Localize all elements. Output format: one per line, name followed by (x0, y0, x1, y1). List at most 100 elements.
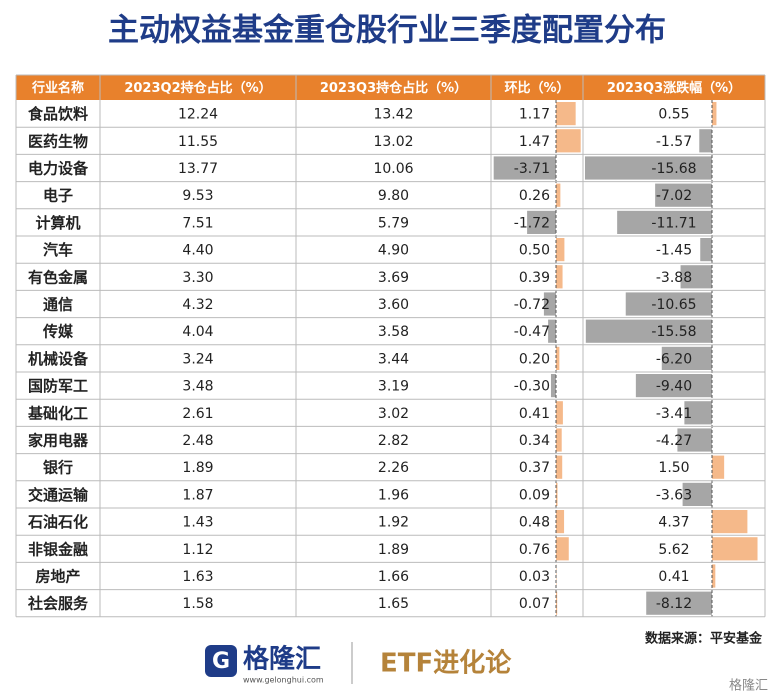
data-bar (556, 537, 569, 561)
row-label: 基础化工 (27, 404, 88, 422)
brand: 格隆汇 (243, 644, 321, 675)
cell: 2.26 (378, 460, 409, 476)
data-bar (556, 238, 565, 262)
cell: 3.60 (378, 297, 409, 313)
cell: -3.63 (656, 487, 692, 503)
cell: -7.02 (656, 188, 692, 204)
row-label: 食品饮料 (28, 105, 88, 123)
data-bar (682, 482, 712, 506)
cell: 1.89 (182, 460, 213, 476)
data-bar (655, 183, 712, 207)
cell: 1.65 (378, 596, 409, 612)
cell: -3.71 (514, 161, 550, 177)
cell: 5.62 (658, 542, 689, 558)
cell: 3.02 (378, 406, 409, 422)
cell: 13.02 (373, 134, 413, 150)
row-label: 国防军工 (28, 377, 88, 395)
cell: 1.92 (378, 515, 409, 531)
row-label: 社会服务 (27, 595, 89, 613)
data-bar (712, 564, 716, 588)
cell: -10.65 (651, 297, 696, 313)
cell: 0.41 (658, 569, 689, 585)
cell: 1.58 (182, 596, 213, 612)
data-bar (617, 210, 712, 234)
row-label: 计算机 (35, 214, 80, 232)
data-bar (556, 591, 558, 615)
cell: 0.20 (519, 351, 550, 367)
data-bar (585, 319, 712, 343)
cell: 0.55 (658, 107, 689, 123)
header-cell: 2023Q2持仓占比（%） (124, 80, 271, 96)
cell: 4.40 (182, 243, 213, 259)
cell: 4.04 (182, 324, 213, 340)
cell: 0.34 (519, 433, 550, 449)
data-bar (556, 482, 558, 506)
data-bar (584, 156, 712, 180)
row-label: 交通运输 (28, 486, 89, 504)
cell: -6.20 (656, 351, 692, 367)
row-label: 电力设备 (28, 160, 89, 178)
header-bg (16, 75, 765, 100)
cell: 0.39 (519, 270, 550, 286)
row-label: 家用电器 (28, 432, 89, 450)
cell: 3.48 (182, 379, 213, 395)
cell: 1.47 (519, 134, 550, 150)
data-bar (635, 374, 712, 398)
cell: 1.66 (378, 569, 409, 585)
cell: 7.51 (182, 215, 213, 231)
cell: -1.72 (514, 215, 550, 231)
row-label: 机械设备 (28, 350, 89, 368)
data-bar (527, 210, 556, 234)
cell: 0.37 (519, 460, 550, 476)
row-label: 医药生物 (28, 132, 88, 150)
data-bar (556, 401, 563, 425)
cell: -3.88 (656, 270, 692, 286)
row-label: 非银金融 (28, 540, 88, 558)
data-bar (625, 292, 712, 316)
cell: 0.41 (519, 406, 550, 422)
data-bar (677, 428, 712, 452)
cell: 0.26 (519, 188, 550, 204)
data-bar (556, 265, 563, 289)
cell: 0.48 (519, 515, 550, 531)
cell: -15.68 (651, 161, 696, 177)
cell: 1.12 (182, 542, 213, 558)
cell: 4.90 (378, 243, 409, 259)
data-bar (684, 401, 712, 425)
cell: -0.72 (514, 297, 550, 313)
data-bar (712, 455, 725, 479)
cell: 3.69 (378, 270, 409, 286)
cell: 4.32 (182, 297, 213, 313)
cell: 1.43 (182, 515, 213, 531)
data-bar (556, 455, 563, 479)
cell: 1.63 (182, 569, 213, 585)
cell: -1.45 (656, 243, 692, 259)
cell: -11.71 (651, 215, 696, 231)
cell: 4.37 (658, 515, 689, 531)
cell: -8.12 (656, 596, 692, 612)
data-bar (548, 319, 556, 343)
cell: 13.77 (178, 161, 218, 177)
cell: 2.82 (378, 433, 409, 449)
column-name: ETF进化论 (380, 649, 512, 679)
cell: 9.53 (182, 188, 213, 204)
row-label: 有色金属 (28, 268, 88, 286)
cell: -3.41 (656, 406, 692, 422)
cell: -0.30 (514, 379, 550, 395)
data-bar (712, 102, 717, 126)
cell: 5.79 (378, 215, 409, 231)
brand-url: www.gelonghui.com (243, 676, 324, 685)
data-bar (556, 129, 581, 153)
cell: 2.61 (182, 406, 213, 422)
data-bar (680, 265, 712, 289)
data-bar (712, 510, 748, 534)
cell: 11.55 (178, 134, 218, 150)
cell: 12.24 (178, 107, 218, 123)
header-cell: 环比（%） (504, 80, 569, 96)
cell: 3.30 (182, 270, 213, 286)
header-cell: 行业名称 (31, 80, 84, 96)
cell: 13.42 (373, 107, 413, 123)
row-label: 房地产 (35, 568, 80, 586)
header-cell: 2023Q3持仓占比（%） (320, 80, 467, 96)
